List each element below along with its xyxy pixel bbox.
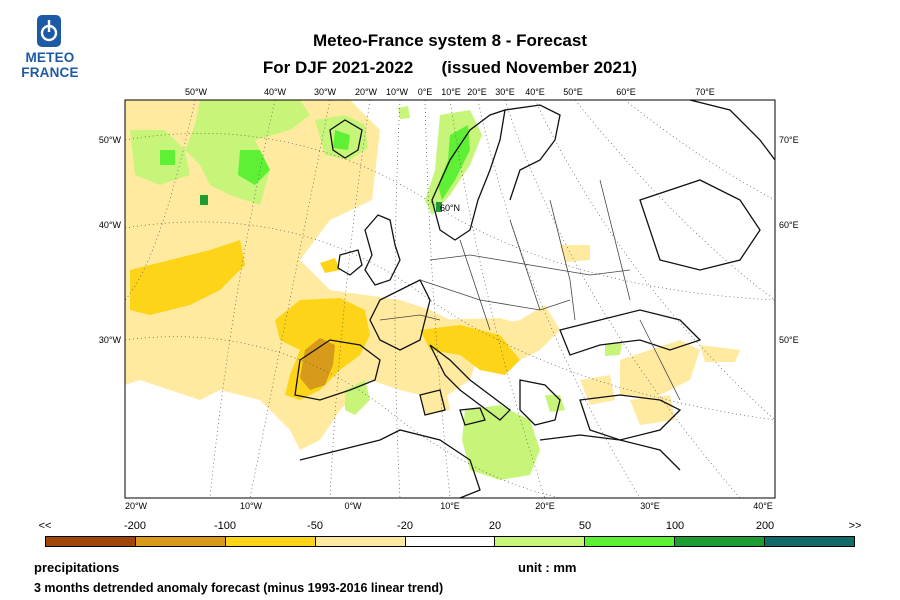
left-label: 30°W <box>99 335 122 345</box>
bottom-axis-labels: 20°W 10°W 0°W 10°E 20°E 30°E 40°E <box>125 501 773 511</box>
map-field <box>125 100 775 498</box>
top-label: 40°W <box>264 87 287 97</box>
meteo-france-logo: METEO FRANCE <box>16 14 84 86</box>
borders <box>379 179 681 401</box>
legend-swatch <box>315 537 406 546</box>
top-label: 20°E <box>467 87 487 97</box>
legend-swatch <box>135 537 226 546</box>
meteo-france-logo-icon <box>37 15 61 47</box>
legend-swatch <box>675 537 766 546</box>
legend-label: 50 <box>578 520 592 532</box>
logo-line2: FRANCE <box>21 65 79 80</box>
legend-label: -100 <box>213 520 237 532</box>
left-axis-labels: 50°W 40°W 30°W <box>99 135 122 345</box>
legend-swatch <box>225 537 316 546</box>
legend-swatch <box>495 537 586 546</box>
legend-label: 200 <box>755 520 775 532</box>
logo-line1: METEO <box>25 50 75 65</box>
legend-label: >> <box>848 520 862 532</box>
left-label: 40°W <box>99 220 122 230</box>
right-label: 70°E <box>779 135 799 145</box>
left-label: 50°W <box>99 135 122 145</box>
latitude-label: 60°N <box>440 203 460 213</box>
top-label: 20°W <box>355 87 378 97</box>
map-frame <box>124 99 776 499</box>
top-axis-labels: 50°W 40°W 30°W 20°W 10°W 0°E 10°E 20°E 3… <box>185 87 715 97</box>
variable-label: precipitations <box>34 560 120 575</box>
bottom-label: 0°W <box>344 501 362 511</box>
bottom-label: 20°E <box>535 501 555 511</box>
legend-swatch <box>46 537 136 546</box>
top-label: 10°E <box>441 87 461 97</box>
bottom-label: 30°E <box>640 501 660 511</box>
bottom-label: 10°W <box>240 501 263 511</box>
legend-swatch <box>585 537 676 546</box>
description-label: 3 months detrended anomaly forecast (min… <box>34 581 444 595</box>
chart-title-line2: For DJF 2021-2022 (issued November 2021) <box>262 58 638 77</box>
unit-label: unit : mm <box>518 560 577 575</box>
legend-label: 100 <box>665 520 685 532</box>
coastlines <box>294 100 775 498</box>
legend-swatch <box>405 537 496 546</box>
right-label: 60°E <box>779 220 799 230</box>
top-label: 50°E <box>563 87 583 97</box>
legend-label: << <box>38 520 52 532</box>
bottom-label: 20°W <box>125 501 148 511</box>
top-label: 30°E <box>495 87 515 97</box>
bottom-label: 10°E <box>440 501 460 511</box>
legend-label: -200 <box>123 520 147 532</box>
top-label: 70°E <box>695 87 715 97</box>
top-label: 60°E <box>616 87 636 97</box>
legend-label: -50 <box>307 520 323 532</box>
right-label: 50°E <box>779 335 799 345</box>
top-label: 10°W <box>386 87 409 97</box>
legend-swatch <box>765 537 855 546</box>
top-label: 50°W <box>185 87 208 97</box>
bottom-label: 40°E <box>753 501 773 511</box>
legend-label: 20 <box>488 520 502 532</box>
right-axis-labels: 70°E 60°E 50°E <box>779 135 799 345</box>
top-label: 30°W <box>314 87 337 97</box>
top-label: 40°E <box>525 87 545 97</box>
top-label: 0°E <box>418 87 433 97</box>
chart-title-line1: Meteo-France system 8 - Forecast <box>313 31 587 50</box>
graticule <box>125 100 775 498</box>
color-legend-bar <box>45 536 855 547</box>
legend-label: -20 <box>397 520 413 532</box>
